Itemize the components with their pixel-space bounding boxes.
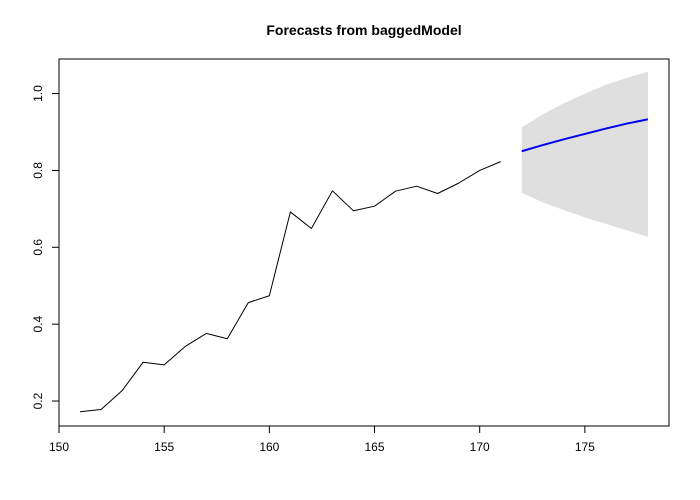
y-tick-label: 0.6 — [31, 239, 45, 256]
plot-area — [79, 71, 649, 413]
y-tick-label: 0.4 — [31, 315, 45, 332]
chart-title: Forecasts from baggedModel — [266, 22, 461, 38]
y-tick-label: 0.8 — [31, 162, 45, 179]
x-tick-label: 165 — [365, 440, 385, 454]
axes: 150 155 160 165 170 175 0.2 0.4 0.6 0.8 1.0 — [31, 58, 670, 454]
y-tick-label: 1.0 — [31, 85, 45, 102]
x-tick-label: 170 — [470, 440, 490, 454]
x-tick-label: 150 — [49, 440, 69, 454]
y-tick-label: 0.2 — [31, 392, 45, 409]
x-tick-label: 160 — [259, 440, 279, 454]
x-tick-label: 175 — [575, 440, 595, 454]
x-tick-label: 155 — [154, 440, 174, 454]
prediction-interval-band — [521, 71, 648, 237]
forecast-mean-line — [521, 118, 649, 153]
observed-series-line — [79, 161, 501, 413]
